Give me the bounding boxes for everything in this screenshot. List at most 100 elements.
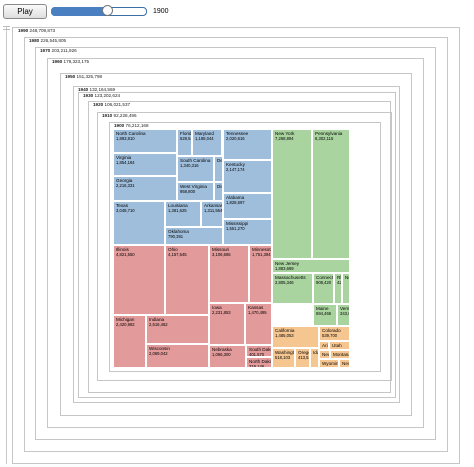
state-tile-north-carolina[interactable]: North Carolina 1,893,810 (113, 129, 177, 153)
state-population: 1,828,697 (226, 200, 245, 206)
state-name: South Carolina (180, 158, 211, 163)
frame-label: 1950 151,325,798 (65, 74, 102, 79)
state-population: 1,751,394 (252, 252, 271, 258)
state-tile-indiana[interactable]: Indiana 2,516,462 (146, 315, 209, 344)
state-tile-south-carolina[interactable]: South Carolina 1,340,316 (177, 156, 214, 182)
state-tile-new-hampshire[interactable]: New Hampshire (342, 273, 350, 304)
state-population: 401,570 (249, 352, 265, 357)
state-tile-new-mexico[interactable]: New Mexico (319, 350, 330, 359)
frame-label: 1900 76,212,168 (114, 123, 149, 128)
frame-total: 179,323,175 (62, 59, 90, 64)
treemap: North Carolina1,893,810Florida528,542Mar… (113, 129, 385, 368)
state-population: 908,420 (316, 280, 332, 286)
frame-total: 76,212,168 (124, 123, 149, 128)
frame-year: 1950 (65, 74, 76, 79)
state-tile-maryland[interactable]: Maryland 1,188,044 (192, 129, 222, 156)
state-tile-virginia[interactable]: Virginia 1,854,184 (113, 153, 177, 176)
state-name: North Dakota (249, 359, 272, 364)
state-tile-michigan[interactable]: Michigan 2,420,982 (113, 315, 146, 368)
state-tile-vermont[interactable]: Vermont343,641 (337, 304, 350, 326)
frame-year: 1910 (102, 113, 113, 118)
state-tile-maine[interactable]: Maine 694,466 (313, 304, 337, 326)
state-tile-alabama[interactable]: Alabama 1,828,697 (223, 193, 272, 219)
state-population: 2,805,346 (275, 280, 294, 286)
state-population: 7,268,894 (275, 136, 294, 142)
state-tile-utah[interactable]: Utah (329, 341, 350, 350)
state-tile-north-dakota[interactable]: North Dakota319,146 (246, 357, 272, 368)
frame-year: 1920 (93, 102, 104, 107)
state-tile-connecticut[interactable]: Connecticut908,420 (313, 273, 334, 304)
state-tile-california[interactable]: California 1,485,053 (272, 326, 319, 348)
year-slider[interactable] (51, 4, 147, 18)
state-name: Michigan (116, 317, 135, 322)
state-tile-pennsylvania[interactable]: Pennsylvania 6,302,115 (312, 129, 350, 259)
state-tile-colorado[interactable]: Colorado 539,700 (319, 326, 350, 341)
state-name: Kansas (248, 305, 264, 310)
state-tile-oregon[interactable]: Oregon413,536 (295, 348, 310, 368)
state-tile-iowa[interactable]: Iowa 2,231,853 (209, 303, 245, 345)
state-tile-missouri[interactable]: Missouri 3,106,665 (209, 245, 249, 303)
state-tile-georgia[interactable]: Georgia 2,216,331 (113, 176, 177, 201)
state-tile-florida[interactable]: Florida528,542 (177, 129, 192, 156)
state-population: 518,103 (275, 355, 291, 361)
state-tile-oklahoma[interactable]: Oklahoma 790,391 (165, 227, 223, 245)
state-tile-texas[interactable]: Texas 3,048,710 (113, 201, 165, 245)
state-population: 528,542 (180, 136, 191, 142)
state-population: 2,516,462 (149, 322, 168, 328)
state-population: 1,340,316 (180, 163, 199, 169)
state-tile-nevada[interactable]: Nevada (339, 359, 350, 368)
frame-1940: 1940 132,164,569 (73, 86, 400, 403)
state-tile-illinois[interactable]: Illinois 4,821,550 (113, 245, 165, 315)
state-name: West Virginia (180, 184, 207, 189)
play-button[interactable]: Play (3, 3, 47, 19)
state-name: Delaware (217, 158, 223, 163)
slider-fill (51, 7, 107, 16)
state-population: 958,800 (180, 189, 196, 195)
state-population: 1,854,184 (116, 160, 135, 166)
state-tile-arkansas[interactable]: Arkansas 1,311,564 (201, 201, 223, 227)
state-population: 2,231,853 (212, 310, 231, 316)
state-tile-wisconsin[interactable]: Wisconsin 2,069,042 (146, 344, 209, 368)
state-tile-new-jersey[interactable]: New Jersey 1,883,669 (272, 259, 350, 273)
state-tile-arizona[interactable]: Arizona (319, 341, 329, 350)
state-name: Missouri (212, 247, 230, 252)
state-tile-district-of-columbia[interactable]: District of Columbia (214, 182, 223, 201)
state-tile-wyoming[interactable]: Wyoming (319, 359, 339, 368)
state-tile-rhode-island[interactable]: Rhode Island428,556 (334, 273, 342, 304)
state-tile-kansas[interactable]: Kansas 1,470,495 (245, 303, 272, 345)
state-name: Mississippi (226, 221, 249, 226)
state-tile-new-york[interactable]: New York 7,268,894 (272, 129, 312, 259)
slider-thumb[interactable] (101, 5, 113, 16)
state-name: Indiana (149, 317, 165, 322)
state-name: New York (275, 131, 295, 136)
state-tile-louisiana[interactable]: Louisiana 1,381,625 (165, 201, 201, 227)
state-tile-minnesota[interactable]: Minnesota 1,751,394 (249, 245, 272, 303)
frame-1960: 1960 179,323,175 (47, 58, 424, 428)
frame-1900: 1900 76,212,168 (109, 122, 381, 372)
state-tile-idaho[interactable]: Idaho (310, 348, 319, 368)
state-name: Utah (332, 343, 342, 348)
state-tile-montana[interactable]: Montana (330, 350, 350, 359)
state-population: 2,216,331 (116, 183, 135, 189)
state-name: Illinois (116, 247, 129, 252)
state-tile-delaware[interactable]: Delaware (214, 156, 223, 182)
state-population: 1,066,300 (212, 352, 231, 358)
state-tile-massachusetts[interactable]: Massachusetts 2,805,346 (272, 273, 313, 304)
state-tile-washington[interactable]: Washington518,103 (272, 348, 295, 368)
frame-1950: 1950 151,325,798 (60, 73, 412, 416)
state-tile-tennessee[interactable]: Tennessee 2,020,616 (223, 129, 272, 160)
state-tile-west-virginia[interactable]: West Virginia 958,800 (177, 182, 214, 201)
frame-label: 1960 179,323,175 (52, 59, 89, 64)
frame-year: 1990 (18, 28, 29, 33)
state-population: 2,069,042 (149, 351, 168, 357)
state-tile-kentucky[interactable]: Kentucky 2,147,174 (223, 160, 272, 193)
state-tile-ohio[interactable]: Ohio 4,157,545 (165, 245, 209, 315)
state-name: Oregon (298, 350, 309, 355)
state-name: Montana (333, 352, 350, 357)
state-population: 1,470,495 (248, 310, 267, 316)
state-population: 1,893,810 (116, 136, 135, 142)
state-name: Wyoming (322, 361, 339, 366)
state-tile-mississippi[interactable]: Mississippi 1,551,270 (223, 219, 272, 245)
state-tile-south-dakota[interactable]: South Dakota401,570 (246, 345, 272, 357)
state-tile-nebraska[interactable]: Nebraska 1,066,300 (209, 345, 246, 368)
